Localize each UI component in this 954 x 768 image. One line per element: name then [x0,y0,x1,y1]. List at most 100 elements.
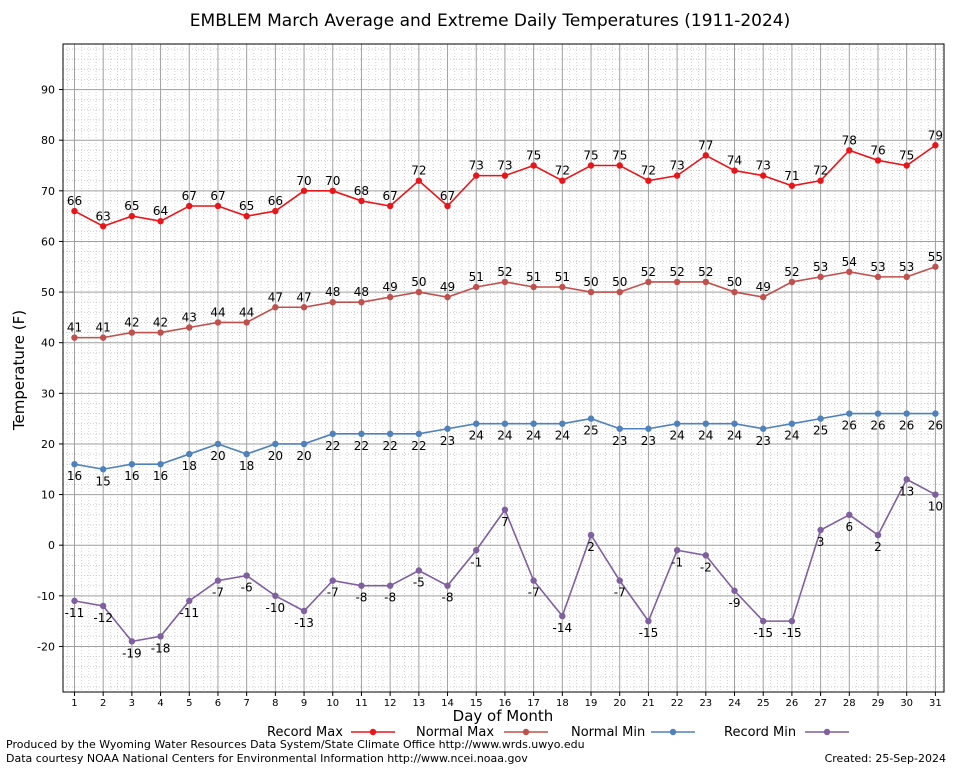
record-min-data-label: -7 [212,586,224,600]
normal-min-point [128,460,136,468]
normal-min-data-label: 22 [383,439,398,453]
record-max-data-label: 68 [354,184,369,198]
record-max-point [702,152,710,159]
record-min-data-label: -8 [384,591,396,605]
record-max-data-label: 73 [756,159,771,173]
record-min-point [358,582,365,589]
normal-max-data-label: 44 [239,305,254,319]
record-max-point [874,157,882,164]
record-min-point [788,617,796,625]
x-tick-label: 24 [728,698,741,709]
record-max-data-label: 67 [182,189,197,203]
x-tick-label: 7 [243,698,249,709]
normal-min-point [731,420,738,427]
normal-max-point [587,288,595,296]
normal-max-data-label: 52 [497,265,512,279]
record-min-point [128,638,136,645]
record-min-point [673,547,681,554]
normal-min-point [846,410,853,417]
normal-max-point [358,298,365,306]
normal-min-data-label: 26 [870,419,885,433]
normal-min-data-label: 16 [67,469,82,483]
normal-max-data-label: 52 [641,265,656,279]
normal-max-data-label: 41 [96,321,111,335]
record-min-data-label: -19 [122,646,142,660]
record-min-point [702,552,710,559]
legend: Record Max Normal Max Normal Min Record Min [267,725,849,740]
normal-max-point [415,288,423,296]
normal-min-data-label: 24 [497,429,512,443]
record-max-point [358,197,365,205]
y-tick-label: 60 [41,235,55,248]
normal-min-data-label: 16 [153,469,168,483]
record-min-data-label: -11 [179,606,199,620]
normal-min-point [702,420,710,427]
x-tick-label: 8 [272,698,278,709]
record-min-data-label: -15 [782,626,802,640]
record-min-data-label: 2 [587,540,595,554]
normal-min-data-label: 23 [756,434,771,448]
normal-min-point [788,420,796,427]
record-max-point [329,187,336,195]
record-max-data-label: 74 [727,154,742,168]
normal-min-data-label: 24 [469,429,484,443]
record-max-data-label: 66 [268,194,283,208]
normal-min-point [673,420,681,427]
record-max-data-label: 64 [153,204,168,218]
normal-min-data-label: 20 [210,449,225,463]
legend-marker-normal-min [669,728,677,736]
normal-min-point [817,415,824,422]
record-max-point [71,207,78,215]
y-tick-label: 90 [41,84,55,97]
x-tick-label: 12 [384,698,397,709]
record-max-data-label: 72 [555,164,570,178]
record-min-data-label: -10 [266,601,286,615]
record-max-data-label: 71 [784,169,799,183]
normal-min-data-label: 22 [325,439,340,453]
record-min-point [157,633,164,640]
x-tick-label: 21 [642,698,655,709]
y-axis-label: Temperature (F) [10,310,28,431]
record-max-point [731,167,738,174]
normal-max-data-label: 47 [296,290,311,304]
record-min-point [473,547,480,554]
normal-max-point [702,278,710,286]
y-tick-label: -20 [37,640,55,653]
normal-max-data-label: 51 [469,270,484,284]
chart-title: EMBLEM March Average and Extreme Daily T… [190,11,790,31]
normal-min-point [501,420,509,427]
normal-max-point [616,288,623,296]
footer-produced-by: Produced by the Wyoming Water Resources … [6,738,585,751]
normal-min-point [530,420,537,427]
record-max-point [501,172,509,179]
normal-max-point [444,293,451,301]
record-min-data-label: -7 [528,586,540,600]
normal-max-data-label: 52 [784,265,799,279]
normal-min-data-label: 23 [612,434,627,448]
normal-max-point [817,273,824,281]
record-min-point [444,582,451,589]
record-min-point [186,597,193,605]
record-min-data-label: -1 [470,555,482,569]
x-tick-label: 15 [470,698,483,709]
record-max-point [673,172,681,179]
x-tick-label: 25 [757,698,770,709]
record-min-point [415,567,423,574]
record-min-data-label: 7 [501,515,509,529]
record-min-point [645,617,652,625]
record-min-point [329,577,336,584]
record-max-point [386,202,394,210]
normal-max-data-label: 50 [727,275,742,289]
record-max-point [272,207,279,215]
x-tick-label: 17 [527,698,540,709]
normal-min-data-label: 24 [698,429,713,443]
record-min-point [559,612,566,620]
normal-max-data-label: 53 [870,260,885,274]
record-min-data-label: -7 [614,586,626,600]
record-max-point [243,212,250,220]
record-min-point [903,476,910,483]
record-max-point [760,172,767,179]
record-max-point [415,177,423,184]
